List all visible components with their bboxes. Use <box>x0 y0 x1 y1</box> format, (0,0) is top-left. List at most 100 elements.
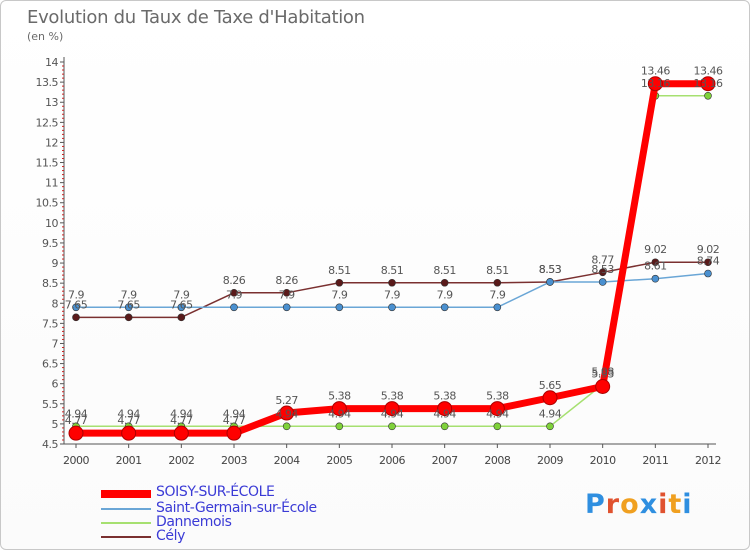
data-label-0: 4.77 <box>117 414 140 427</box>
logo-letter: i <box>682 489 693 520</box>
y-tick-label: 6 <box>52 378 59 391</box>
data-point-1 <box>177 303 186 312</box>
data-point-1 <box>651 274 660 283</box>
y-tick-label: 6.5 <box>42 358 58 371</box>
data-point-0 <box>437 401 453 417</box>
data-point-2 <box>546 422 554 431</box>
data-label-1: 7.9 <box>173 288 189 301</box>
y-tick-label: 10 <box>45 217 58 230</box>
data-point-0 <box>384 401 400 417</box>
y-tick-label: 13 <box>45 96 58 109</box>
y-tick-label: 9.5 <box>42 237 58 250</box>
logo-letter: o <box>620 489 640 520</box>
data-label-2: 4.94 <box>486 407 509 420</box>
x-tick-label: 2012 <box>695 454 721 467</box>
data-point-1 <box>230 303 238 312</box>
data-point-2 <box>440 422 449 431</box>
data-label-0: 5.38 <box>486 390 509 403</box>
data-label-1: 8.53 <box>591 263 614 276</box>
logo-letter: t <box>668 489 683 520</box>
y-tick-label: 4.5 <box>42 438 58 451</box>
y-tick-label: 11 <box>45 177 58 190</box>
data-label-1: 7.9 <box>437 288 453 301</box>
data-label-2: 4.94 <box>433 407 456 420</box>
data-point-3 <box>335 278 344 287</box>
data-label-2: 4.94 <box>539 407 562 420</box>
data-point-0 <box>173 425 189 441</box>
unit-label: (en %) <box>27 30 64 43</box>
data-label-0: 4.77 <box>65 414 88 427</box>
data-label-3: 8.77 <box>591 253 614 266</box>
data-point-3 <box>388 278 396 287</box>
x-tick-label: 2010 <box>590 454 616 467</box>
data-point-3 <box>177 313 186 322</box>
legend-swatch-dannemois <box>101 522 151 524</box>
data-point-3 <box>704 258 712 267</box>
data-label-0: 5.65 <box>539 379 562 392</box>
legend-label-saint-germain: Saint-Germain-sur-École <box>156 500 317 516</box>
x-tick-label: 2006 <box>379 454 405 467</box>
legend-swatch-soisy <box>101 490 151 498</box>
data-label-2: 13.16 <box>641 77 670 90</box>
data-label-2: 4.94 <box>328 407 351 420</box>
legend-label-dannemois: Dannemois <box>156 514 232 530</box>
logo-letter: r <box>605 489 621 520</box>
legend-swatch-saint-germain <box>101 508 151 510</box>
y-tick-label: 7.5 <box>42 317 58 330</box>
x-tick-label: 2004 <box>274 454 300 467</box>
x-tick-label: 2008 <box>484 454 510 467</box>
logo-letter: i <box>658 489 669 520</box>
legend-label-cely: Cély <box>156 528 185 544</box>
data-point-2 <box>388 422 396 431</box>
x-tick-label: 2007 <box>432 454 458 467</box>
data-point-1 <box>335 303 344 312</box>
y-tick-label: 9 <box>52 257 59 270</box>
y-tick-label: 10.5 <box>36 197 59 210</box>
data-point-1 <box>440 303 449 312</box>
data-label-1: 8.74 <box>697 255 720 268</box>
x-tick-label: 2009 <box>537 454 563 467</box>
data-label-0: 13.46 <box>641 65 670 78</box>
data-label-0: 4.77 <box>170 414 193 427</box>
data-point-1 <box>282 303 291 312</box>
data-point-2 <box>282 422 291 431</box>
y-tick-label: 12 <box>45 136 58 149</box>
data-point-2 <box>704 91 712 100</box>
data-label-1: 7.9 <box>331 288 347 301</box>
y-tick-label: 11.5 <box>36 157 59 170</box>
data-point-3 <box>493 278 502 287</box>
data-point-3 <box>598 268 607 277</box>
data-label-3: 9.02 <box>644 243 667 256</box>
data-label-1: 7.9 <box>226 288 242 301</box>
data-label-2: 5.98 <box>591 365 614 378</box>
legend-swatch-cely <box>101 536 151 538</box>
y-tick-label: 5.5 <box>42 398 58 411</box>
data-point-2 <box>335 422 344 431</box>
x-tick-label: 2000 <box>63 454 89 467</box>
data-label-3: 8.51 <box>381 264 404 277</box>
data-point-0 <box>700 76 716 92</box>
x-tick-label: 2003 <box>221 454 247 467</box>
data-label-0: 4.77 <box>223 414 246 427</box>
data-label-3: 8.53 <box>539 263 562 276</box>
data-label-3: 7.65 <box>65 298 88 311</box>
data-label-0: 13.46 <box>694 65 723 78</box>
data-label-0: 5.27 <box>275 394 298 407</box>
data-point-0 <box>331 401 347 417</box>
data-point-3 <box>230 289 238 297</box>
data-label-2: 4.94 <box>381 407 404 420</box>
data-point-1 <box>72 303 80 312</box>
data-label-3: 8.26 <box>223 274 246 287</box>
data-point-2 <box>493 422 502 431</box>
data-point-1 <box>546 278 554 286</box>
x-tick-label: 2011 <box>642 454 668 467</box>
data-point-0 <box>542 390 558 406</box>
data-label-1: 7.9 <box>384 288 400 301</box>
data-point-3 <box>651 258 660 267</box>
logo-letter: x <box>639 489 659 520</box>
logo-letter: P <box>585 489 606 520</box>
data-label-3: 7.65 <box>117 298 140 311</box>
y-tick-label: 13.5 <box>36 76 59 89</box>
